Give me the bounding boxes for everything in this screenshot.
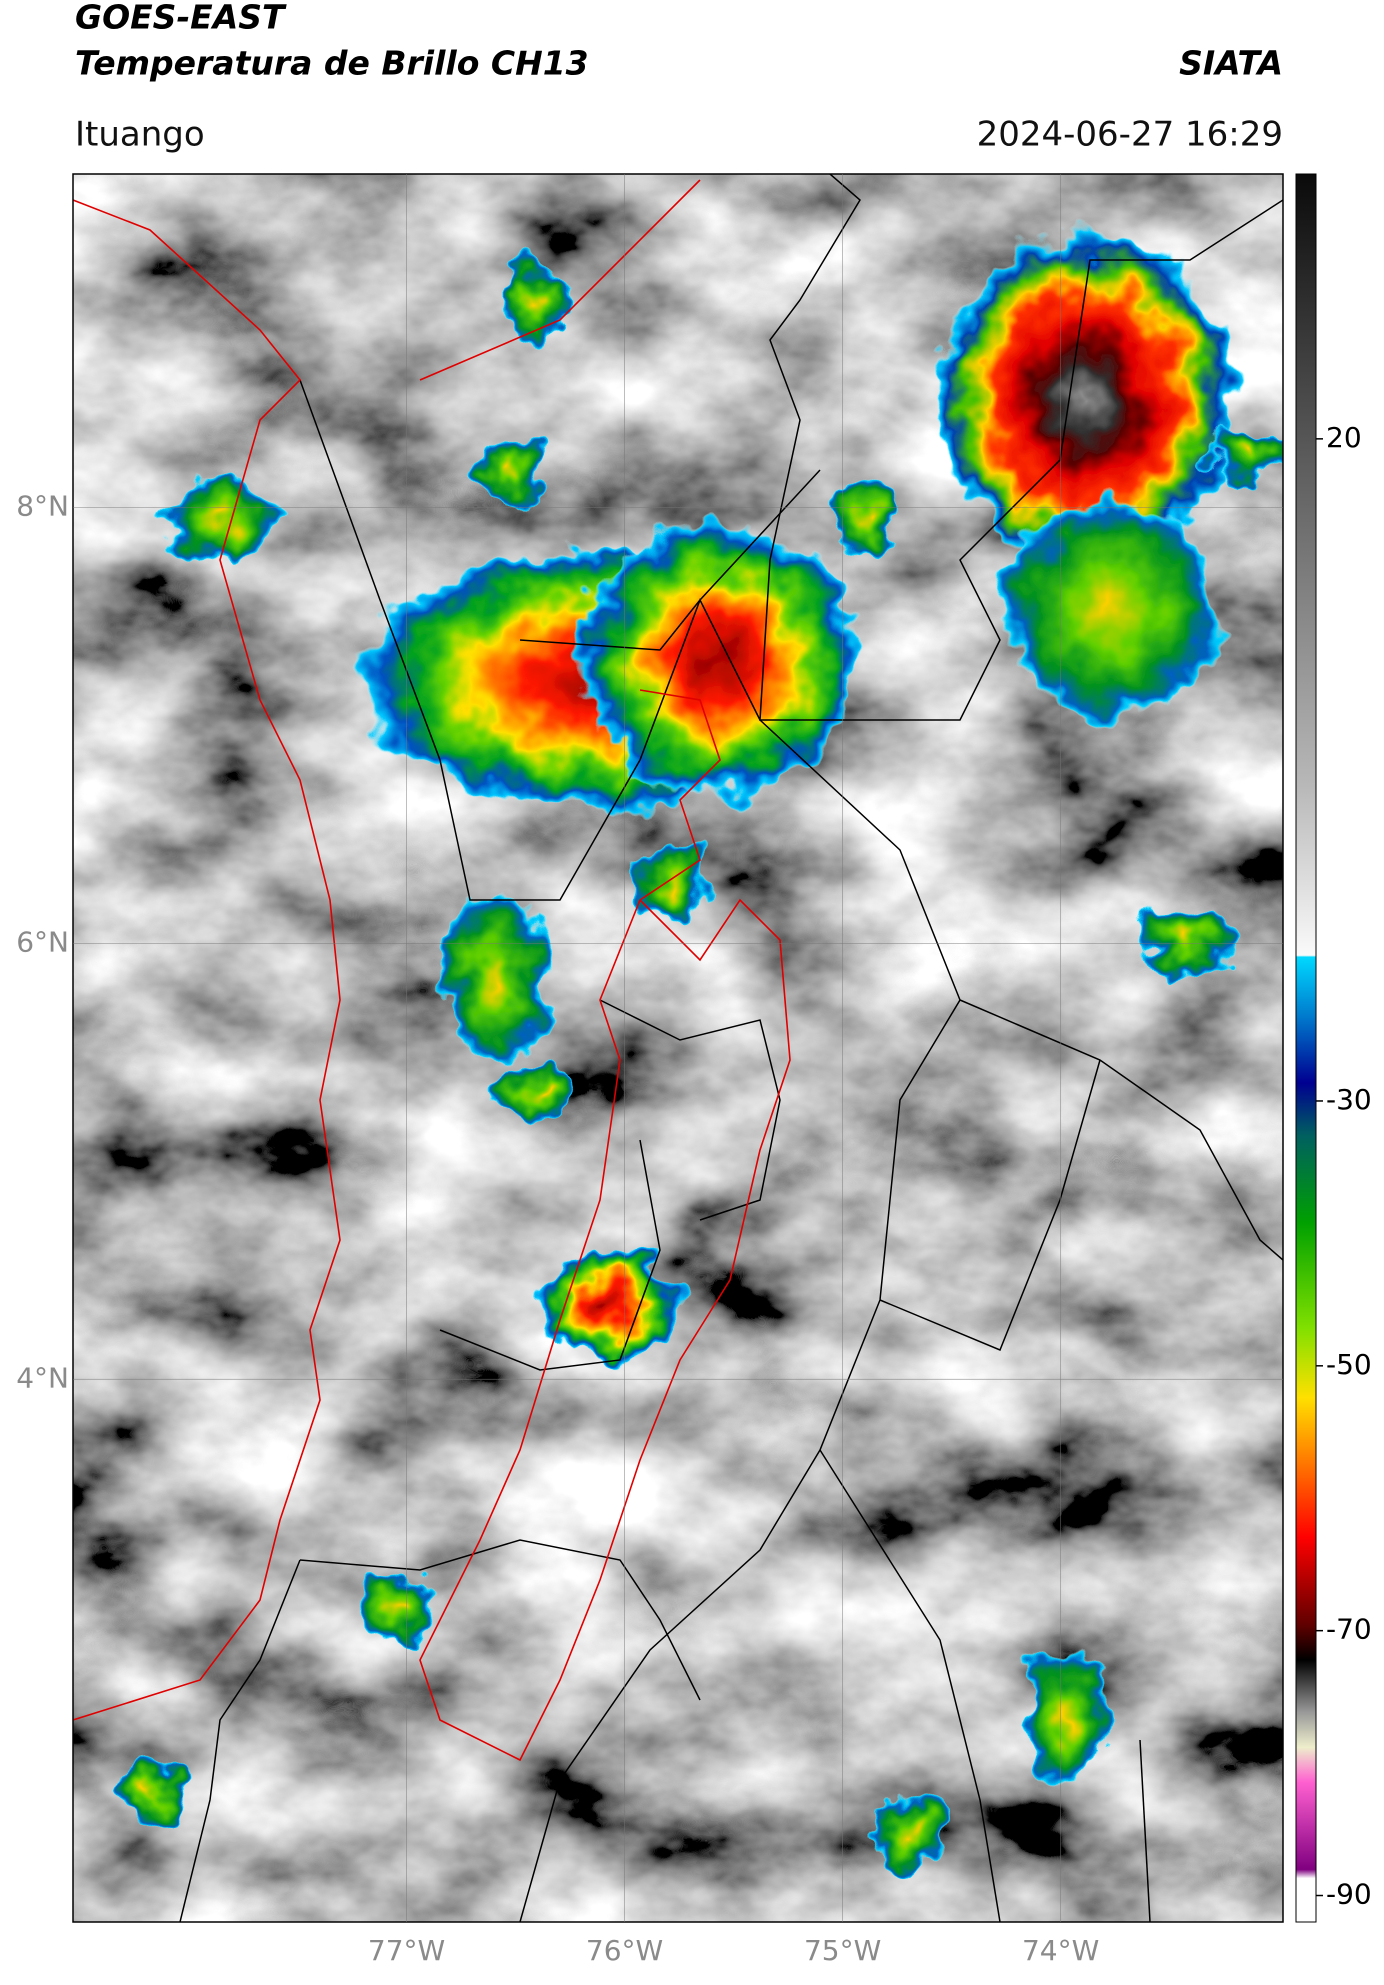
colorbar-tick-label: -90 bbox=[1326, 1878, 1372, 1911]
lon-tick-label: 74°W bbox=[1022, 1934, 1099, 1967]
lat-tick-label: 6°N bbox=[16, 925, 69, 958]
admin-borders bbox=[179, 174, 1283, 1922]
lon-tick-label: 76°W bbox=[586, 1934, 663, 1967]
lon-tick-label: 75°W bbox=[804, 1934, 881, 1967]
lat-tick-label: 8°N bbox=[16, 489, 69, 522]
map-image bbox=[73, 174, 1283, 1922]
storm-cells bbox=[120, 230, 1283, 1865]
lon-tick-label: 77°W bbox=[368, 1934, 445, 1967]
datetime: 2024-06-27 16:29 bbox=[977, 115, 1283, 155]
lat-tick-label: 4°N bbox=[16, 1361, 69, 1394]
location: Ituango bbox=[75, 115, 205, 155]
colorbar-tick-label: 20 bbox=[1326, 421, 1362, 454]
department-borders bbox=[73, 179, 791, 1762]
map-frame bbox=[72, 173, 1284, 1923]
colorbar-tick-label: -50 bbox=[1326, 1348, 1372, 1381]
ticks: 8°N 6°N 4°N 77°W 76°W 75°W 74°W 20 -30 -50 -70 -90 bbox=[16, 174, 1372, 1967]
colorbar bbox=[1295, 173, 1317, 1923]
satellite-title: GOES-EAST bbox=[75, 0, 287, 37]
agency: SIATA bbox=[1179, 44, 1283, 83]
colorbar-tick-label: -70 bbox=[1326, 1613, 1372, 1646]
product-title: Temperatura de Brillo CH13 bbox=[75, 44, 589, 83]
colorbar-tick-label: -30 bbox=[1326, 1083, 1372, 1116]
